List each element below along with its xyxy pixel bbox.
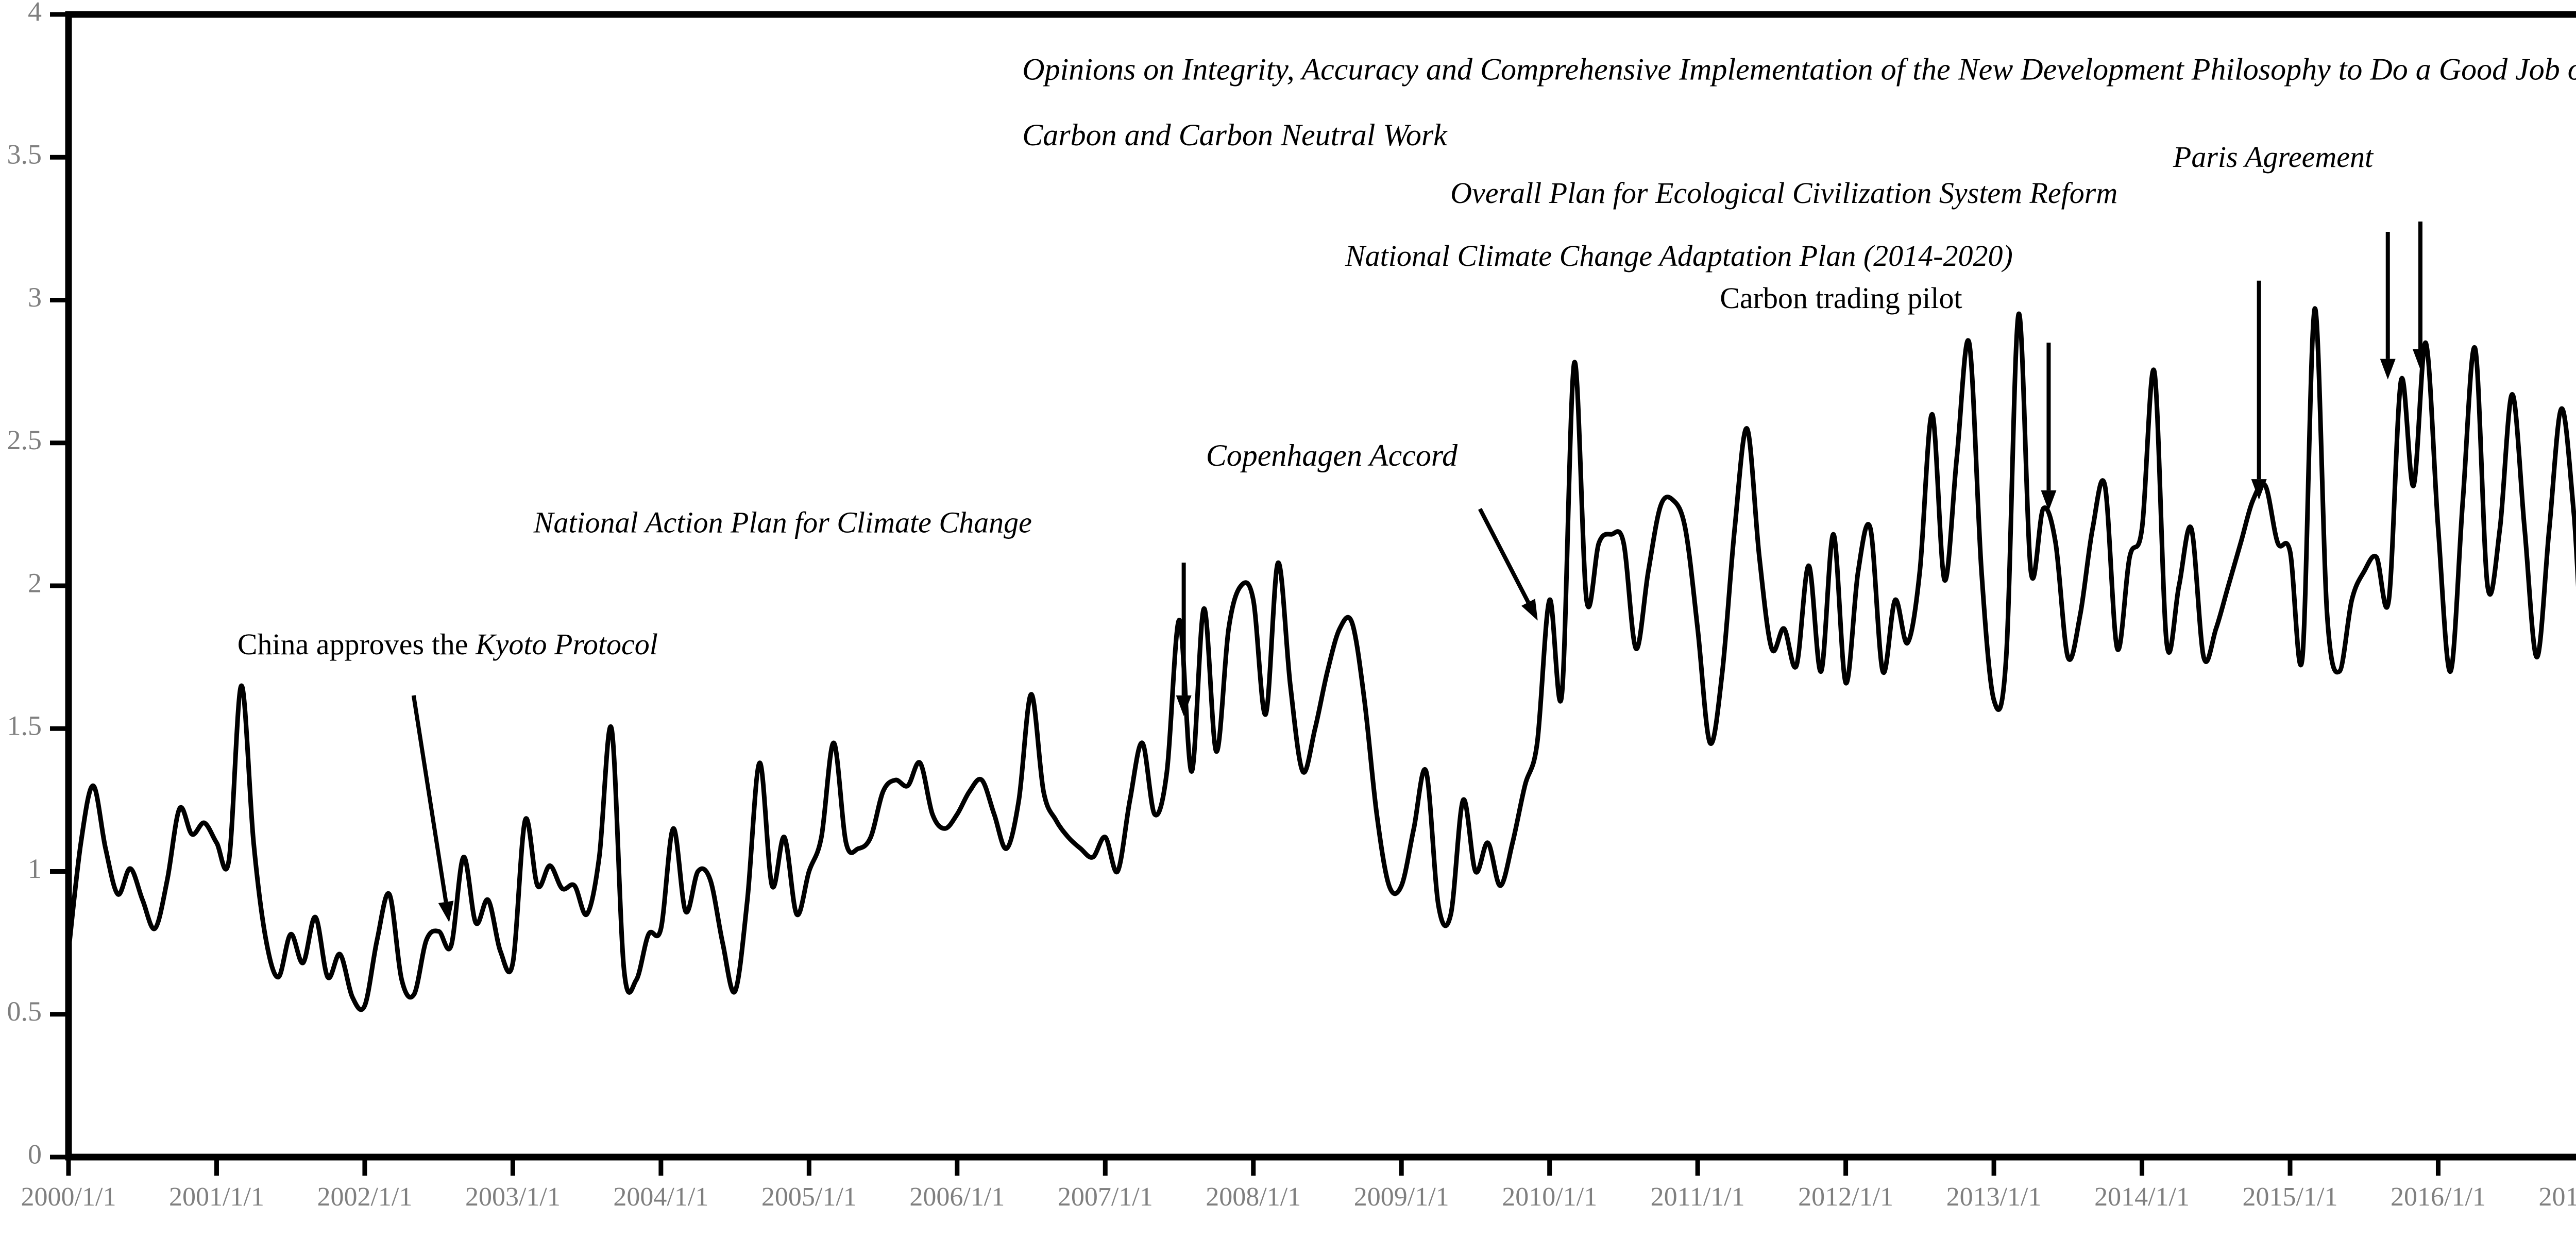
annotation-text-segment: Kyoto Protocol <box>475 627 658 661</box>
y-tick-label: 3 <box>28 282 42 313</box>
y-tick-label: 3.5 <box>7 139 42 170</box>
arrow-paris-agreement-head <box>2412 349 2428 370</box>
x-tick-label: 2007/1/1 <box>1058 1182 1153 1212</box>
annotation-carbon-trading-pilot: Carbon trading pilot <box>1720 281 1962 314</box>
annotation-text-segment: Overall Plan for Ecological Civilization… <box>1450 176 2117 209</box>
y-tick-label: 1 <box>28 853 42 884</box>
data-line-climate-policy-index <box>66 306 2576 1012</box>
annotation-text-segment: Copenhagen Accord <box>1206 438 1458 472</box>
y-tick-label: 0.5 <box>7 996 42 1027</box>
annotation-opinions-line2: Carbon and Carbon Neutral Work <box>1022 118 1448 152</box>
arrow-kyoto-shaft <box>411 695 448 903</box>
x-tick-label: 2011/1/1 <box>1651 1182 1745 1212</box>
arrow-national-action-plan-head <box>1176 695 1192 716</box>
x-tick-label: 2000/1/1 <box>21 1182 116 1212</box>
arrow-copenhagen-shaft <box>1478 508 1530 603</box>
x-tick-label: 2012/1/1 <box>1798 1182 1893 1212</box>
annotation-text-segment: Paris Agreement <box>2173 140 2374 174</box>
x-tick-label: 2004/1/1 <box>613 1182 708 1212</box>
annotation-copenhagen: Copenhagen Accord <box>1206 438 1458 472</box>
arrow-carbon-trading-pilot-head <box>2041 490 2057 511</box>
x-tick-label: 2008/1/1 <box>1206 1182 1301 1212</box>
annotation-adaptation-plan: National Climate Change Adaptation Plan … <box>1345 239 2013 272</box>
arrow-overall-plan-head <box>2380 359 2396 380</box>
annotation-overall-plan: Overall Plan for Ecological Civilization… <box>1450 176 2117 209</box>
x-tick-label: 2009/1/1 <box>1354 1182 1449 1212</box>
x-tick-label: 2005/1/1 <box>761 1182 857 1212</box>
x-tick-label: 2014/1/1 <box>2094 1182 2190 1212</box>
annotation-kyoto: China approves the Kyoto Protocol <box>238 627 658 661</box>
y-tick-label: 1.5 <box>7 710 42 741</box>
x-tick-label: 2016/1/1 <box>2391 1182 2486 1212</box>
x-tick-label: 2003/1/1 <box>465 1182 561 1212</box>
x-tick-label: 2001/1/1 <box>169 1182 264 1212</box>
annotation-text-segment: Carbon trading pilot <box>1720 281 1962 314</box>
annotation-text-segment: China approves the <box>238 627 476 661</box>
x-tick-label: 2017/1/1 <box>2538 1182 2576 1212</box>
annotation-text-segment: Carbon and Carbon Neutral Work <box>1022 118 1448 152</box>
plot-frame <box>65 11 2576 1161</box>
x-tick-label: 2013/1/1 <box>1946 1182 2042 1212</box>
x-tick-label: 2015/1/1 <box>2243 1182 2338 1212</box>
annotation-paris-agreement: Paris Agreement <box>2173 140 2374 174</box>
annotation-national-action-plan: National Action Plan for Climate Change <box>533 505 1032 539</box>
x-tick-label: 2010/1/1 <box>1502 1182 1597 1212</box>
annotation-text-segment: National Climate Change Adaptation Plan … <box>1345 239 2013 272</box>
arrow-adaptation-plan-head <box>2251 479 2267 500</box>
y-tick-label: 2 <box>28 567 42 598</box>
y-tick-label: 4 <box>28 0 42 27</box>
annotation-text-segment: National Action Plan for Climate Change <box>533 505 1032 539</box>
y-tick-label: 0 <box>28 1139 42 1169</box>
x-tick-label: 2002/1/1 <box>317 1182 412 1212</box>
arrow-copenhagen-head <box>1521 599 1538 621</box>
y-tick-label: 2.5 <box>7 425 42 455</box>
x-tick-label: 2006/1/1 <box>909 1182 1005 1212</box>
arrow-kyoto-head <box>438 901 454 923</box>
annotation-opinions-line1: Opinions on Integrity, Accuracy and Comp… <box>1022 53 2576 87</box>
annotation-text-segment: Opinions on Integrity, Accuracy and Comp… <box>1022 53 2576 87</box>
